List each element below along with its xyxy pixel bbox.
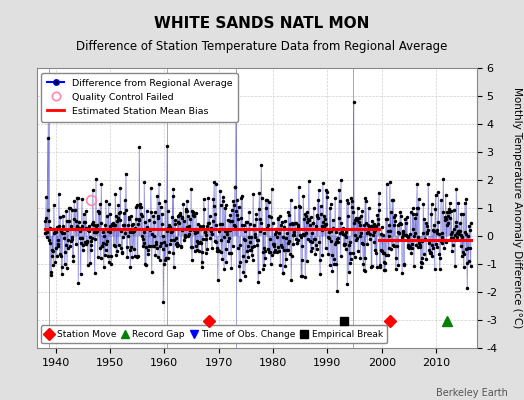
Y-axis label: Monthly Temperature Anomaly Difference (°C): Monthly Temperature Anomaly Difference (… [511, 87, 521, 329]
Text: Berkeley Earth: Berkeley Earth [436, 388, 508, 398]
Text: WHITE SANDS NATL MON: WHITE SANDS NATL MON [154, 16, 370, 31]
Legend: Station Move, Record Gap, Time of Obs. Change, Empirical Break: Station Move, Record Gap, Time of Obs. C… [41, 326, 387, 344]
Text: Difference of Station Temperature Data from Regional Average: Difference of Station Temperature Data f… [77, 40, 447, 53]
